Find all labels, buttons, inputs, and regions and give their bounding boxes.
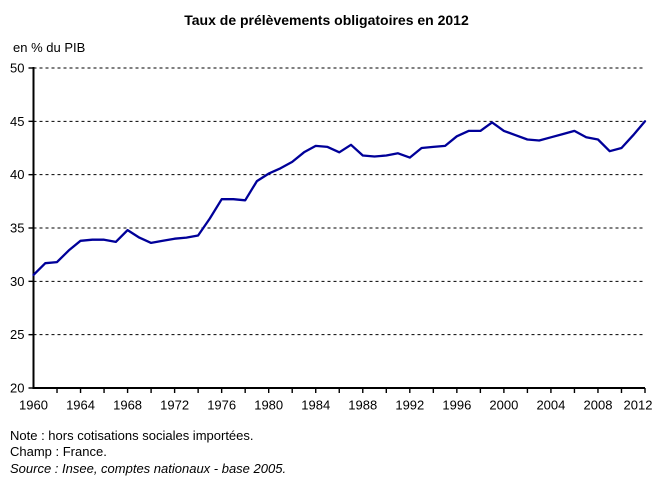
x-tick-label: 2000: [489, 398, 518, 413]
x-tick-label: 1964: [66, 398, 95, 413]
y-tick-label: 20: [10, 381, 24, 396]
chart-notes: Note : hors cotisations sociales importé…: [10, 428, 286, 477]
x-tick-label: 1976: [207, 398, 236, 413]
x-tick-label: 1960: [19, 398, 48, 413]
note-line: Note : hors cotisations sociales importé…: [10, 428, 254, 443]
x-tick-label: 1996: [442, 398, 471, 413]
y-tick-label: 45: [10, 114, 24, 129]
x-tick-label: 1984: [301, 398, 330, 413]
champ-line: Champ : France.: [10, 444, 107, 460]
x-tick-label: 2012: [624, 398, 653, 413]
y-tick-label: 50: [10, 61, 24, 76]
x-tick-label: 1992: [395, 398, 424, 413]
x-tick-label: 2008: [584, 398, 613, 413]
x-tick-label: 1988: [348, 398, 377, 413]
chart-title: Taux de prélèvements obligatoires en 201…: [184, 12, 469, 28]
x-tick-label: 1980: [254, 398, 283, 413]
y-tick-label: 25: [10, 327, 24, 342]
x-tick-label: 1972: [160, 398, 189, 413]
x-tick-label: 1968: [113, 398, 142, 413]
y-tick-label: 30: [10, 274, 24, 289]
line-chart: 20 25 30 35 40 45 50 1960 1964 1968 1972 1976 1980 19…: [10, 61, 653, 413]
data-line: [32, 120, 647, 277]
y-tick-label: 35: [10, 221, 24, 236]
y-tick-label: 40: [10, 167, 24, 182]
x-tick-label: 2004: [536, 398, 565, 413]
y-axis-unit-label: en % du PIB: [13, 40, 86, 55]
source-line: Source : Insee, comptes nationaux - base…: [10, 460, 287, 476]
